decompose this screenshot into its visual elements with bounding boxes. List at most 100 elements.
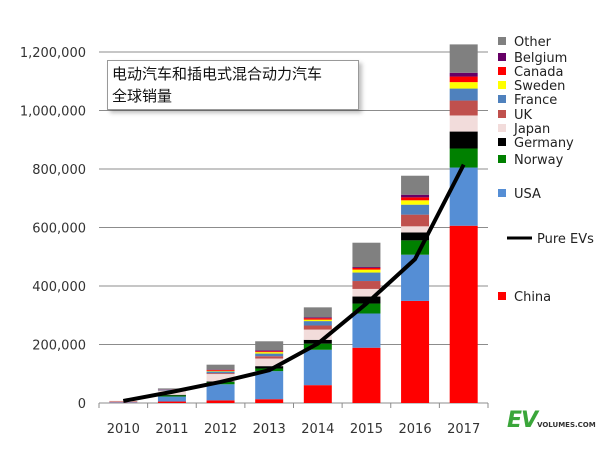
legend-swatch-usa	[498, 189, 506, 197]
legend-swatch-france	[498, 95, 506, 103]
legend-swatch-china	[498, 292, 506, 300]
bar-uk-2016	[401, 214, 430, 227]
bar-france-2016	[401, 204, 430, 215]
bar-france-2014	[303, 321, 332, 326]
legend-swatch-uk	[498, 110, 506, 118]
x-tick-label: 2011	[155, 422, 188, 437]
bar-usa-2011	[157, 396, 186, 402]
legend-label-uk: UK	[514, 108, 533, 123]
bar-china-2012	[206, 400, 235, 403]
bar-usa-2015	[352, 313, 381, 348]
bar-uk-2017	[449, 100, 478, 116]
bar-norway-2011	[157, 395, 186, 397]
legend-label-pure-evs: Pure EVs	[537, 232, 594, 247]
bar-other-2016	[401, 175, 430, 195]
bar-france-2012	[206, 371, 235, 374]
legend-swatch-germany	[498, 138, 506, 146]
bar-france-2013	[255, 353, 284, 357]
chart-title: 电动汽车和插电式混合动力汽车 全球销量	[107, 60, 359, 110]
logo-ev: EV	[507, 408, 538, 433]
bar-canada-2012	[206, 369, 235, 371]
legend-label-france: France	[514, 93, 557, 108]
bar-germany-2013	[255, 366, 284, 369]
bar-usa-2017	[449, 167, 478, 226]
x-tick-label: 2014	[301, 422, 334, 437]
bar-usa-2016	[401, 254, 430, 301]
bar-canada-2017	[449, 76, 478, 83]
legend-label-usa: USA	[514, 187, 541, 202]
bar-china-2016	[401, 300, 430, 403]
bar-other-2015	[352, 242, 381, 267]
bar-sweden-2016	[401, 200, 430, 205]
y-tick-label: 200,000	[32, 339, 86, 354]
legend-swatch-other	[498, 37, 506, 45]
legend-label-japan: Japan	[513, 122, 550, 137]
legend-swatch-belgium	[498, 53, 506, 61]
bar-other-2011	[157, 388, 186, 390]
bar-uk-2015	[352, 281, 381, 289]
bar-usa-2013	[255, 371, 284, 400]
x-tick-label: 2012	[204, 422, 237, 437]
bar-japan-2012	[206, 374, 235, 382]
bar-japan-2016	[401, 226, 430, 233]
bar-norway-2017	[449, 148, 478, 168]
y-tick-label: 400,000	[32, 280, 86, 295]
bar-uk-2010	[109, 400, 138, 402]
bar-norway-2015	[352, 303, 381, 314]
x-tick-label: 2017	[447, 422, 480, 437]
x-tick-label: 2016	[399, 422, 432, 437]
legend-swatch-japan	[498, 124, 506, 132]
bar-other-2014	[303, 307, 332, 318]
bar-china-2014	[303, 385, 332, 403]
bar-japan-2014	[303, 329, 332, 340]
bar-other-2012	[206, 364, 235, 370]
legend-label-norway: Norway	[514, 153, 564, 168]
legend-label-other: Other	[514, 35, 552, 50]
bar-france-2017	[449, 88, 478, 101]
bar-japan-2013	[255, 358, 284, 367]
y-tick-label: 1,000,000	[20, 105, 86, 120]
bar-canada-2016	[401, 197, 430, 201]
bar-uk-2012	[206, 373, 235, 375]
bar-sweden-2012	[206, 370, 235, 372]
logo-volumes: VOLUMES.COM	[537, 421, 596, 429]
bar-canada-2015	[352, 267, 381, 270]
bar-france-2015	[352, 272, 381, 282]
bar-japan-2015	[352, 288, 381, 297]
ev-volumes-logo: EVVOLUMES.COM	[507, 408, 596, 433]
bar-sweden-2015	[352, 269, 381, 273]
bar-usa-2010	[109, 402, 138, 403]
y-tick-label: 0	[78, 397, 86, 412]
bar-belgium-2014	[303, 317, 332, 319]
legend-swatch-sweden	[498, 81, 506, 89]
legend-label-canada: Canada	[514, 65, 563, 80]
bar-china-2017	[449, 225, 478, 403]
legend-label-germany: Germany	[514, 136, 574, 151]
legend-swatch-norway	[498, 155, 506, 163]
bar-usa-2012	[206, 384, 235, 401]
bar-belgium-2013	[255, 350, 284, 352]
bar-usa-2014	[303, 349, 332, 386]
y-tick-label: 1,200,000	[20, 46, 86, 61]
y-tick-label: 800,000	[32, 163, 86, 178]
bar-other-2017	[449, 44, 478, 73]
bar-china-2013	[255, 399, 284, 403]
legend-label-sweden: Sweden	[514, 79, 565, 94]
bar-sweden-2017	[449, 82, 478, 89]
pure-ev-line	[122, 163, 466, 403]
bar-germany-2017	[449, 131, 478, 149]
bar-belgium-2017	[449, 72, 478, 77]
bar-germany-2015	[352, 296, 381, 304]
legend-label-belgium: Belgium	[514, 51, 567, 66]
bar-belgium-2016	[401, 194, 430, 198]
bar-canada-2014	[303, 318, 332, 320]
title-line-1: 电动汽车和插电式混合动力汽车	[112, 65, 323, 83]
bar-sweden-2013	[255, 352, 284, 354]
title-line-2: 全球销量	[112, 87, 173, 105]
bar-uk-2013	[255, 356, 284, 359]
bar-canada-2013	[255, 351, 284, 353]
bar-germany-2016	[401, 232, 430, 241]
x-tick-label: 2015	[350, 422, 383, 437]
bar-japan-2017	[449, 115, 478, 132]
